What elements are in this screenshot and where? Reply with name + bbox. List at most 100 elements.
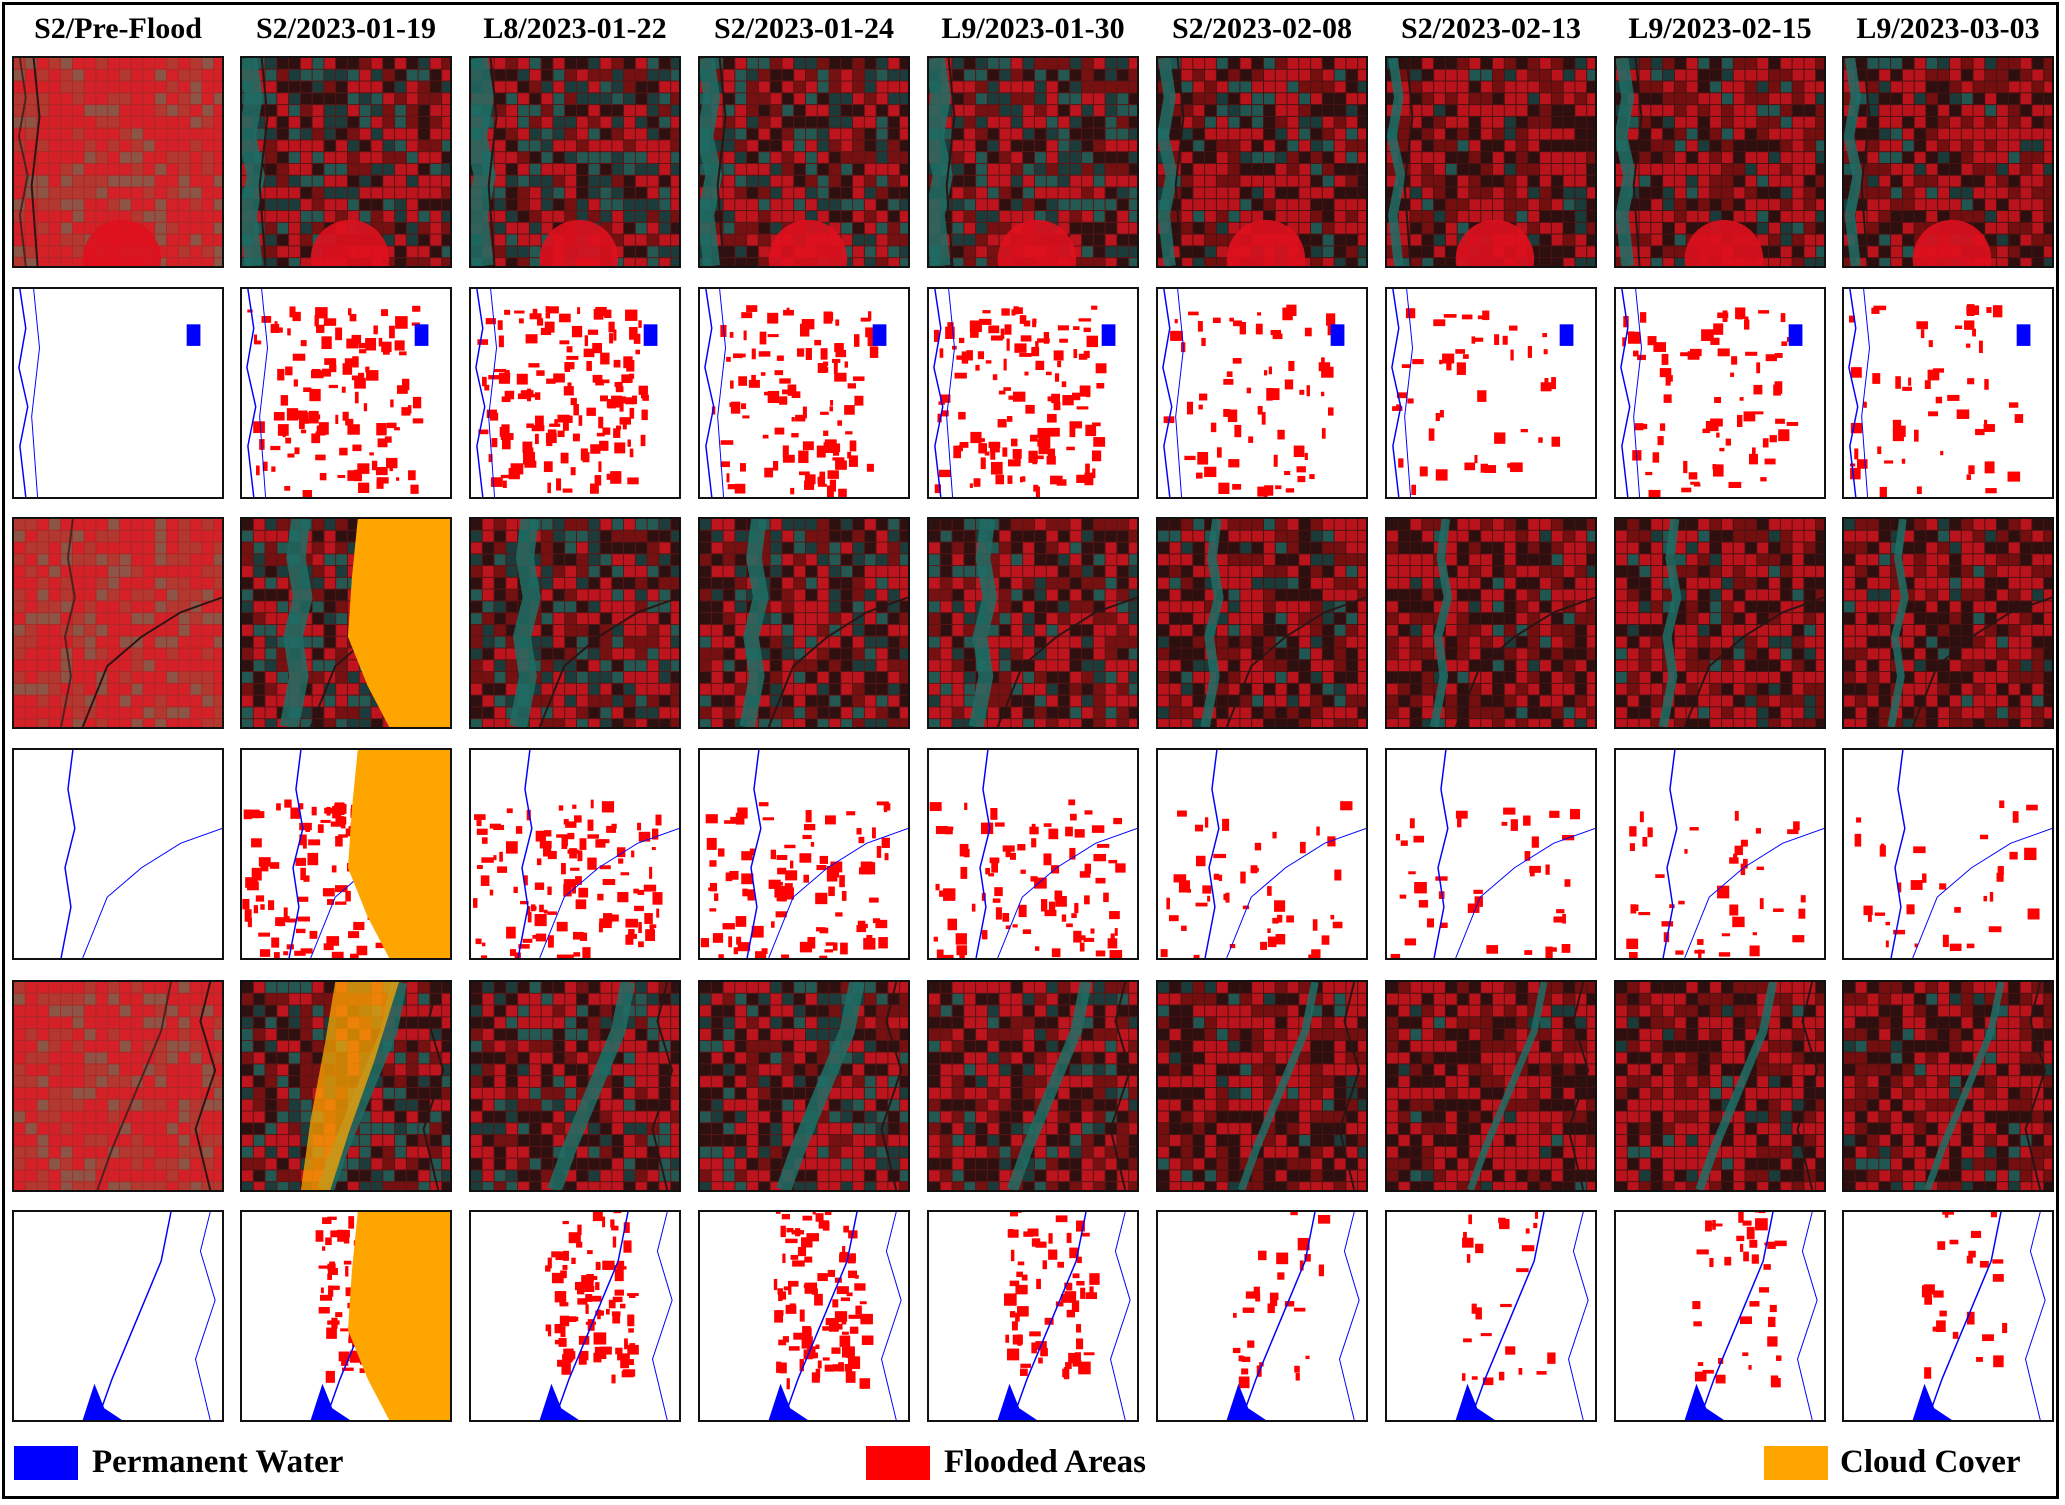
flood-map-region-3-col4 — [698, 1210, 910, 1422]
satellite-image-region-3-col6 — [1156, 980, 1368, 1192]
satellite-image-region-1-col8 — [1614, 56, 1826, 268]
satellite-image-region-1-col7 — [1385, 56, 1597, 268]
flood-map-region-1-col3 — [469, 287, 681, 499]
satellite-image-region-1-col2 — [240, 56, 452, 268]
satellite-image-graphic — [14, 519, 222, 727]
column-title-9: L9/2023-03-03 — [1856, 12, 2040, 45]
satellite-image-graphic — [1387, 519, 1595, 727]
satellite-image-graphic — [471, 519, 679, 727]
flood-map-graphic — [1387, 750, 1595, 958]
satellite-image-graphic — [1387, 58, 1595, 266]
legend-label-permanent-water: Permanent Water — [92, 1444, 344, 1480]
satellite-image-region-2-col5 — [927, 517, 1139, 729]
satellite-image-graphic — [929, 58, 1137, 266]
flood-map-graphic — [14, 750, 222, 958]
satellite-image-graphic — [1158, 519, 1366, 727]
flood-map-graphic — [700, 1212, 908, 1420]
satellite-image-region-1-col3 — [469, 56, 681, 268]
satellite-image-graphic — [14, 58, 222, 266]
satellite-image-region-3-col4 — [698, 980, 910, 1192]
flood-map-region-1-col1 — [12, 287, 224, 499]
flood-map-region-3-col9 — [1842, 1210, 2054, 1422]
flood-map-region-2-col3 — [469, 748, 681, 960]
flood-map-region-3-col8 — [1614, 1210, 1826, 1422]
flood-map-graphic — [14, 1212, 222, 1420]
legend-label-flooded-areas: Flooded Areas — [944, 1444, 1146, 1480]
flood-map-graphic — [929, 750, 1137, 958]
satellite-image-graphic — [1616, 519, 1824, 727]
flood-map-region-3-col6 — [1156, 1210, 1368, 1422]
flood-map-graphic — [1158, 750, 1366, 958]
legend-label-cloud-cover: Cloud Cover — [1840, 1444, 2021, 1480]
satellite-image-region-1-col9 — [1842, 56, 2054, 268]
flood-map-region-2-col2 — [240, 748, 452, 960]
satellite-image-graphic — [1387, 982, 1595, 1190]
flood-map-graphic — [1844, 750, 2052, 958]
legend-swatch-cloud-cover — [1764, 1446, 1828, 1480]
satellite-image-graphic — [242, 58, 450, 266]
satellite-image-region-2-col9 — [1842, 517, 2054, 729]
flood-map-region-1-col8 — [1614, 287, 1826, 499]
flood-map-graphic — [700, 750, 908, 958]
flood-map-region-3-col3 — [469, 1210, 681, 1422]
satellite-image-graphic — [471, 58, 679, 266]
satellite-image-region-1-col1 — [12, 56, 224, 268]
satellite-image-region-3-col1 — [12, 980, 224, 1192]
satellite-image-region-2-col7 — [1385, 517, 1597, 729]
flood-map-graphic — [242, 289, 450, 497]
satellite-image-graphic — [1158, 982, 1366, 1190]
flood-map-graphic — [1844, 289, 2052, 497]
flood-map-region-3-col2 — [240, 1210, 452, 1422]
satellite-image-graphic — [1158, 58, 1366, 266]
flood-map-graphic — [1844, 1212, 2052, 1420]
flood-map-graphic — [1387, 1212, 1595, 1420]
satellite-image-region-2-col6 — [1156, 517, 1368, 729]
flood-map-region-2-col8 — [1614, 748, 1826, 960]
satellite-image-graphic — [1844, 519, 2052, 727]
flood-map-graphic — [700, 289, 908, 497]
column-title-5: L9/2023-01-30 — [941, 12, 1125, 45]
satellite-image-graphic — [471, 982, 679, 1190]
flood-map-graphic — [242, 750, 450, 958]
flood-map-region-1-col7 — [1385, 287, 1597, 499]
flood-map-region-3-col1 — [12, 1210, 224, 1422]
satellite-image-region-2-col4 — [698, 517, 910, 729]
satellite-image-graphic — [1844, 982, 2052, 1190]
flood-map-region-2-col5 — [927, 748, 1139, 960]
flood-map-graphic — [1616, 750, 1824, 958]
flood-map-region-2-col6 — [1156, 748, 1368, 960]
flood-map-region-1-col5 — [927, 287, 1139, 499]
flood-map-graphic — [1387, 289, 1595, 497]
legend-swatch-flooded-areas — [866, 1446, 930, 1480]
flood-map-region-1-col9 — [1842, 287, 2054, 499]
satellite-image-graphic — [700, 519, 908, 727]
column-title-8: L9/2023-02-15 — [1628, 12, 1812, 45]
flood-map-region-2-col1 — [12, 748, 224, 960]
column-title-4: S2/2023-01-24 — [714, 12, 894, 45]
column-title-1: S2/Pre-Flood — [34, 12, 202, 45]
flood-map-region-3-col5 — [927, 1210, 1139, 1422]
satellite-image-graphic — [1616, 58, 1824, 266]
flood-map-graphic — [929, 1212, 1137, 1420]
satellite-image-graphic — [1616, 982, 1824, 1190]
flood-map-graphic — [471, 289, 679, 497]
flood-map-graphic — [1158, 1212, 1366, 1420]
satellite-image-region-3-col3 — [469, 980, 681, 1192]
satellite-image-graphic — [700, 58, 908, 266]
column-title-6: S2/2023-02-08 — [1172, 12, 1352, 45]
satellite-image-region-1-col5 — [927, 56, 1139, 268]
satellite-image-graphic — [14, 982, 222, 1190]
satellite-image-region-3-col7 — [1385, 980, 1597, 1192]
flood-map-graphic — [1158, 289, 1366, 497]
satellite-image-region-3-col5 — [927, 980, 1139, 1192]
satellite-image-graphic — [929, 519, 1137, 727]
flood-map-region-2-col9 — [1842, 748, 2054, 960]
column-title-7: S2/2023-02-13 — [1401, 12, 1581, 45]
flood-map-graphic — [471, 1212, 679, 1420]
satellite-image-region-2-col8 — [1614, 517, 1826, 729]
satellite-image-region-1-col6 — [1156, 56, 1368, 268]
column-title-2: S2/2023-01-19 — [256, 12, 436, 45]
flood-map-graphic — [471, 750, 679, 958]
satellite-image-region-3-col9 — [1842, 980, 2054, 1192]
satellite-image-region-3-col8 — [1614, 980, 1826, 1192]
